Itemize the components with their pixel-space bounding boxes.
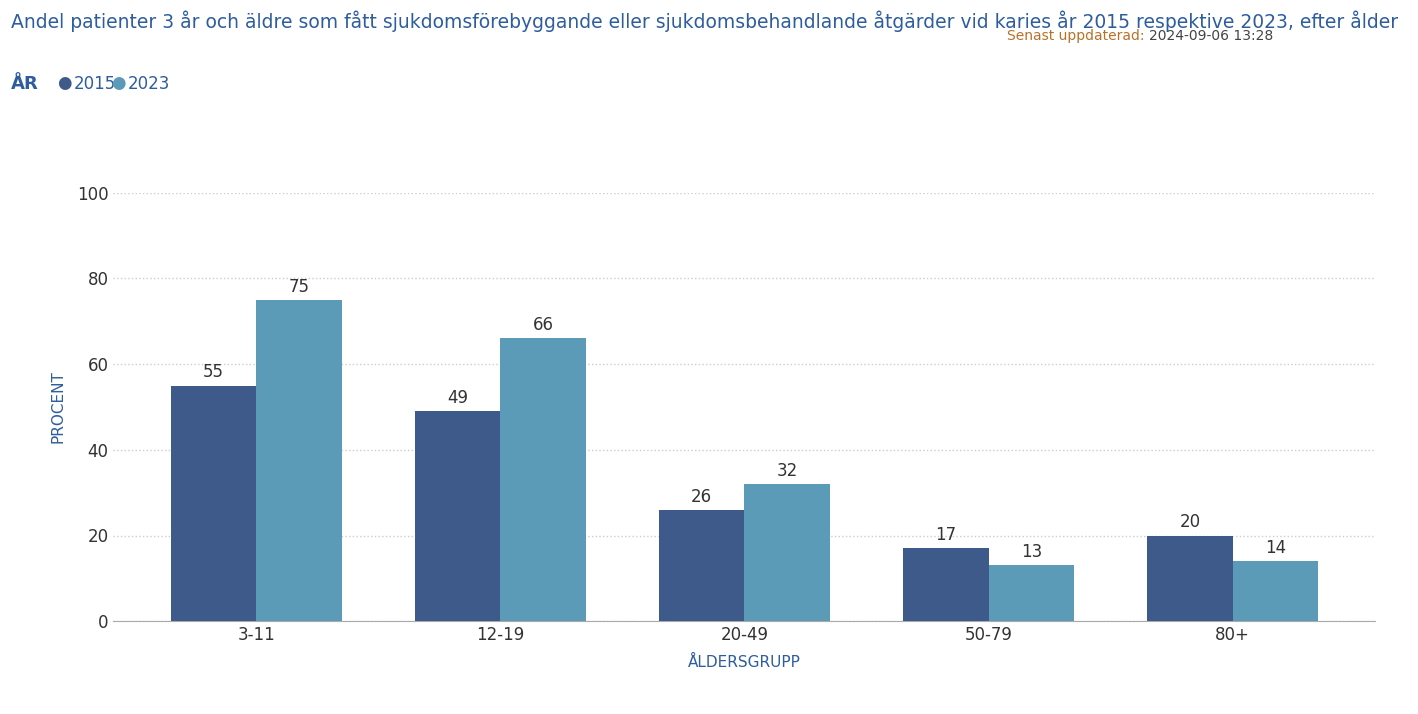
Text: 14: 14: [1265, 539, 1286, 557]
Text: Andel patienter 3 år och äldre som fått sjukdomsförebyggande eller sjukdomsbehan: Andel patienter 3 år och äldre som fått …: [11, 11, 1398, 32]
Text: 66: 66: [533, 316, 553, 334]
Text: 2015: 2015: [74, 75, 116, 93]
Text: ●: ●: [111, 74, 125, 91]
Text: 32: 32: [777, 462, 798, 480]
Text: 26: 26: [691, 488, 712, 506]
Y-axis label: PROCENT: PROCENT: [51, 371, 65, 443]
Bar: [257, 300, 342, 621]
Text: 13: 13: [1021, 543, 1042, 561]
Text: 55: 55: [203, 363, 224, 381]
Bar: [1232, 561, 1319, 621]
Text: 2023: 2023: [128, 75, 170, 93]
Bar: [501, 338, 586, 621]
Bar: [1147, 536, 1232, 621]
Text: 75: 75: [288, 278, 309, 296]
Text: 17: 17: [936, 526, 956, 544]
Text: 49: 49: [447, 389, 468, 407]
Text: ÅR: ÅR: [11, 75, 40, 93]
Bar: [988, 565, 1073, 621]
Text: 2024-09-06 13:28: 2024-09-06 13:28: [1149, 29, 1273, 43]
Text: 20: 20: [1180, 513, 1201, 531]
Bar: [170, 386, 257, 621]
Bar: [415, 411, 501, 621]
Bar: [903, 548, 988, 621]
X-axis label: ÅLDERSGRUPP: ÅLDERSGRUPP: [688, 655, 801, 670]
Text: ●: ●: [57, 74, 71, 91]
Bar: [659, 510, 744, 621]
Bar: [744, 484, 830, 621]
Text: Senast uppdaterad:: Senast uppdaterad:: [1007, 29, 1144, 43]
